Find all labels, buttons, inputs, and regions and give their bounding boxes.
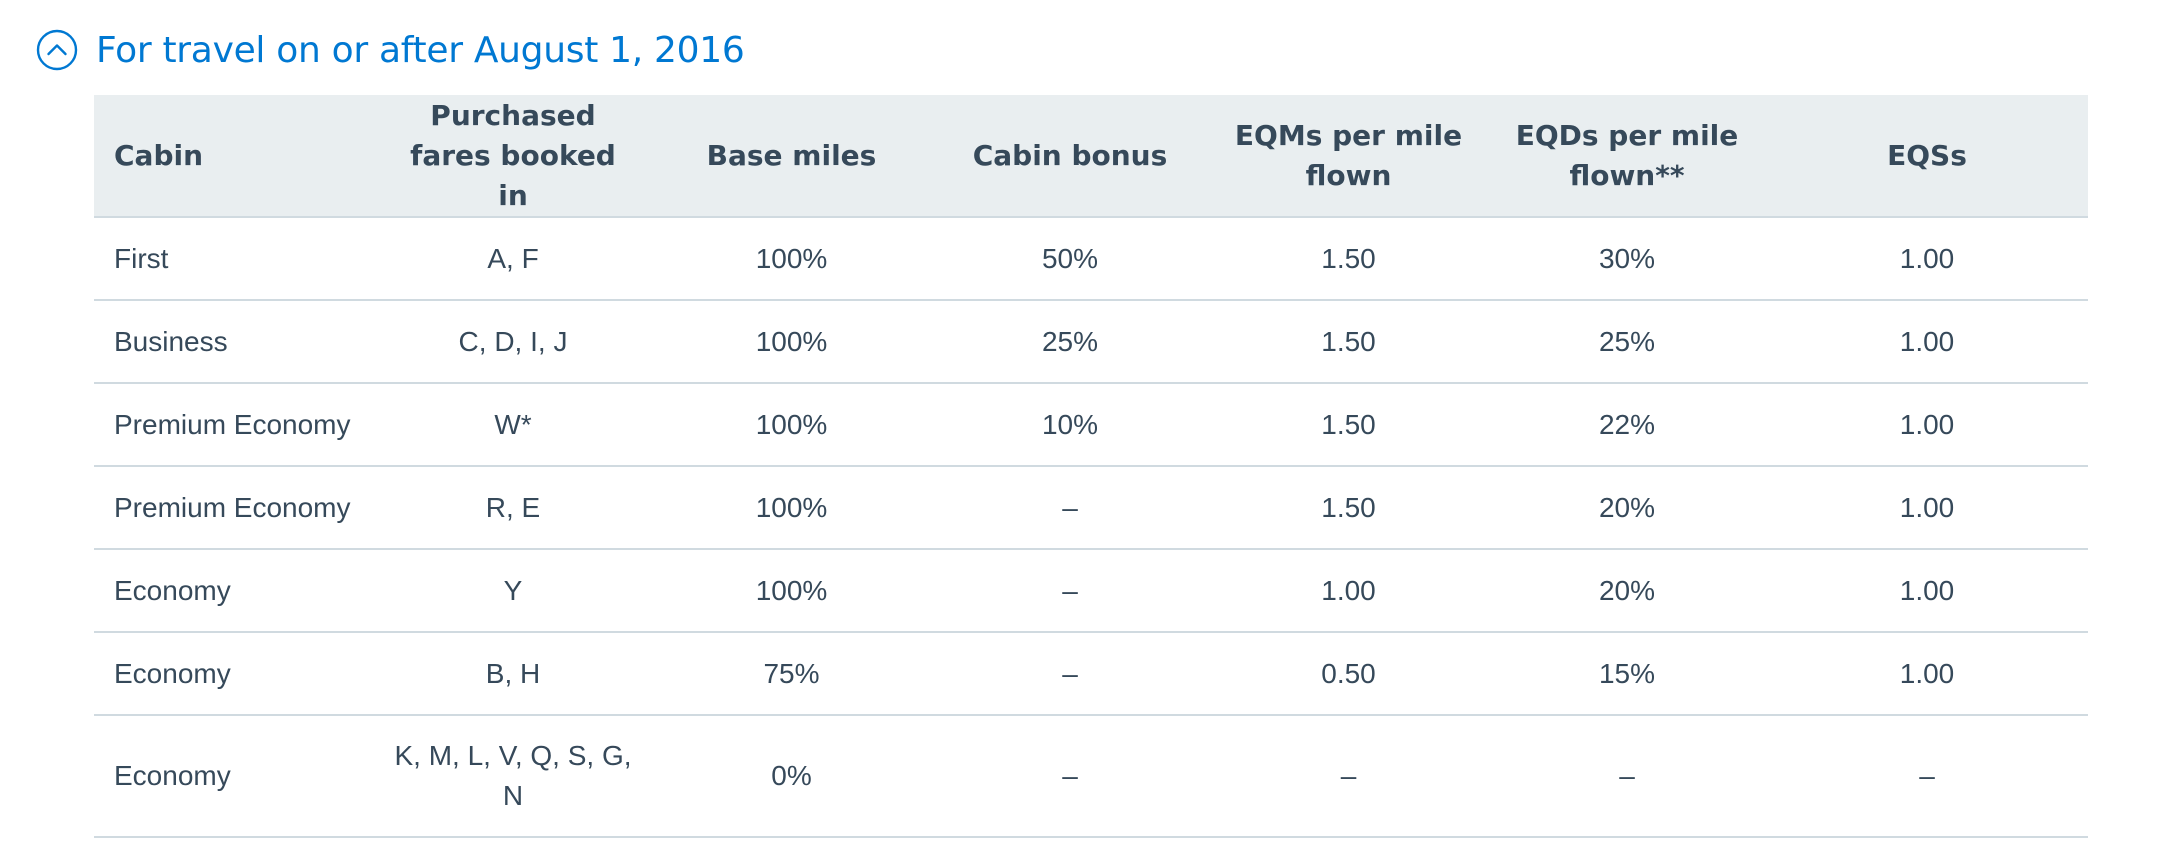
cell-cabin-bonus: 25% xyxy=(931,300,1209,384)
cell-fares: K, M, L, V, Q, S, G, N xyxy=(374,715,652,838)
cell-eqms: 1.50 xyxy=(1209,383,1488,467)
cell-fares: B, H xyxy=(374,632,652,716)
cell-eqms: 0.50 xyxy=(1209,632,1488,716)
cell-eqss: – xyxy=(1766,715,2088,838)
header-purchased-fares: Purchased fares booked in xyxy=(374,95,652,218)
cell-fares: W* xyxy=(374,383,652,467)
cell-cabin: Economy xyxy=(94,715,374,838)
cell-eqss: 1.00 xyxy=(1766,632,2088,716)
cell-eqds: 20% xyxy=(1488,466,1766,550)
cell-cabin: First xyxy=(94,217,374,301)
header-eqms-per-mile: EQMs per mile flown xyxy=(1209,95,1488,218)
cell-base-miles: 0% xyxy=(652,715,931,838)
cell-base-miles: 100% xyxy=(652,300,931,384)
cell-cabin-bonus: – xyxy=(931,715,1209,838)
header-eqds-per-mile: EQDs per mile flown** xyxy=(1488,95,1766,218)
cell-eqds: 20% xyxy=(1488,549,1766,633)
cell-eqss: 1.00 xyxy=(1766,466,2088,550)
earning-chart-table: Cabin Purchased fares booked in Base mil… xyxy=(94,95,2088,838)
cell-fares: C, D, I, J xyxy=(374,300,652,384)
cell-cabin-bonus: – xyxy=(931,466,1209,550)
header-cabin: Cabin xyxy=(94,95,374,218)
cell-eqds: 22% xyxy=(1488,383,1766,467)
cell-cabin-bonus: 50% xyxy=(931,217,1209,301)
cell-eqds: – xyxy=(1488,715,1766,838)
cell-fares: Y xyxy=(374,549,652,633)
cell-cabin-bonus: – xyxy=(931,632,1209,716)
cell-eqms: 1.50 xyxy=(1209,217,1488,301)
table-row: First A, F 100% 50% 1.50 30% 1.00 xyxy=(94,217,2088,301)
header-eqss: EQSs xyxy=(1766,95,2088,218)
cell-eqss: 1.00 xyxy=(1766,549,2088,633)
cell-cabin: Economy xyxy=(94,549,374,633)
cell-cabin-bonus: – xyxy=(931,549,1209,633)
cell-base-miles: 75% xyxy=(652,632,931,716)
header-base-miles: Base miles xyxy=(652,95,931,218)
cell-eqms: 1.00 xyxy=(1209,549,1488,633)
chevron-up-circle-icon[interactable] xyxy=(36,29,78,71)
section-title[interactable]: For travel on or after August 1, 2016 xyxy=(96,29,745,71)
cell-eqds: 30% xyxy=(1488,217,1766,301)
section-toggle[interactable]: For travel on or after August 1, 2016 xyxy=(36,22,745,78)
table-row: Business C, D, I, J 100% 25% 1.50 25% 1.… xyxy=(94,300,2088,384)
table-row: Premium Economy W* 100% 10% 1.50 22% 1.0… xyxy=(94,383,2088,467)
table-row: Economy B, H 75% – 0.50 15% 1.00 xyxy=(94,632,2088,716)
table-row: Premium Economy R, E 100% – 1.50 20% 1.0… xyxy=(94,466,2088,550)
cell-cabin: Premium Economy xyxy=(94,466,374,550)
cell-eqds: 15% xyxy=(1488,632,1766,716)
cell-cabin: Business xyxy=(94,300,374,384)
cell-eqms: – xyxy=(1209,715,1488,838)
cell-base-miles: 100% xyxy=(652,549,931,633)
header-cabin-bonus: Cabin bonus xyxy=(931,95,1209,218)
cell-cabin: Premium Economy xyxy=(94,383,374,467)
cell-fares: R, E xyxy=(374,466,652,550)
cell-cabin: Economy xyxy=(94,632,374,716)
table-row: Economy Y 100% – 1.00 20% 1.00 xyxy=(94,549,2088,633)
table-row: Economy K, M, L, V, Q, S, G, N 0% – – – … xyxy=(94,715,2088,838)
table-header-row: Cabin Purchased fares booked in Base mil… xyxy=(94,95,2088,218)
cell-eqss: 1.00 xyxy=(1766,300,2088,384)
cell-eqms: 1.50 xyxy=(1209,466,1488,550)
cell-eqss: 1.00 xyxy=(1766,217,2088,301)
cell-eqds: 25% xyxy=(1488,300,1766,384)
cell-base-miles: 100% xyxy=(652,466,931,550)
cell-eqss: 1.00 xyxy=(1766,383,2088,467)
cell-base-miles: 100% xyxy=(652,217,931,301)
cell-base-miles: 100% xyxy=(652,383,931,467)
cell-fares: A, F xyxy=(374,217,652,301)
cell-cabin-bonus: 10% xyxy=(931,383,1209,467)
cell-eqms: 1.50 xyxy=(1209,300,1488,384)
